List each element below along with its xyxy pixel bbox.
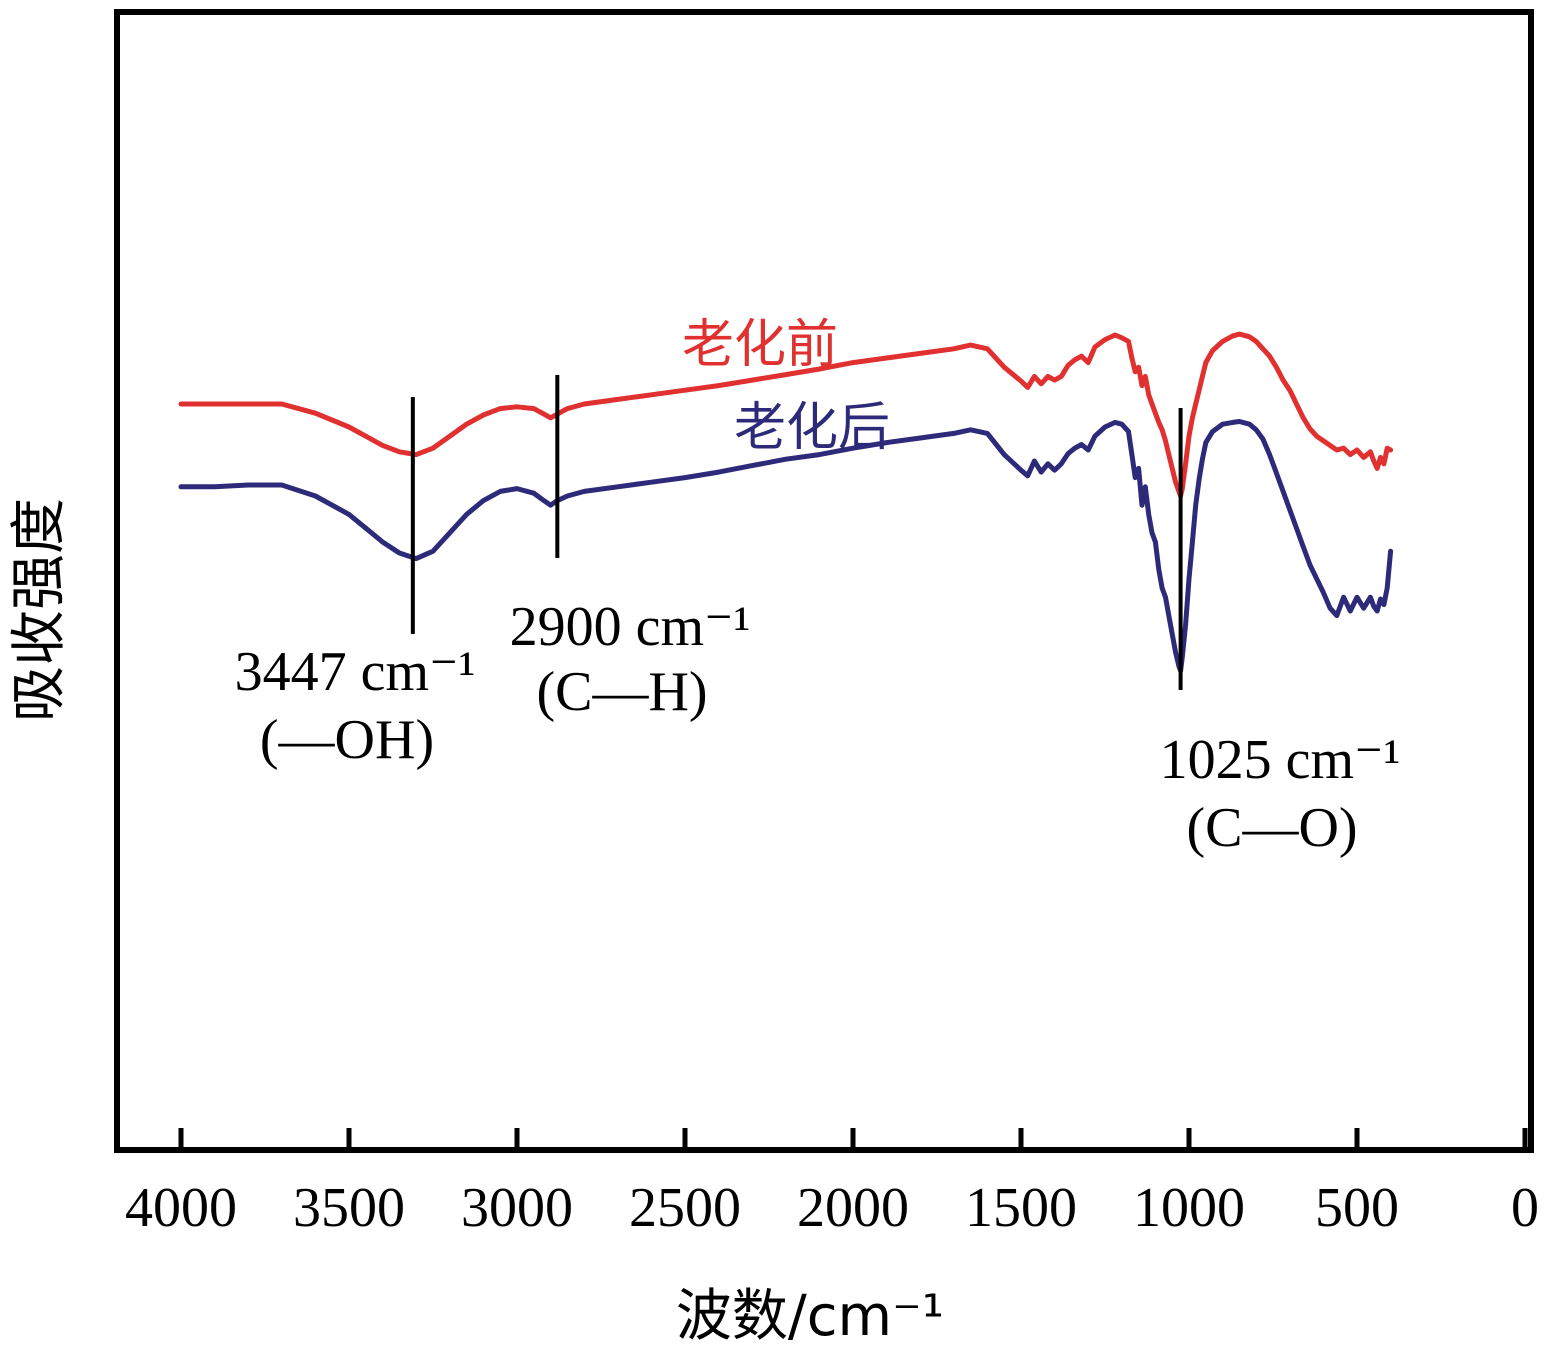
x-tick-label-2000: 2000 <box>797 1177 909 1239</box>
peak-wavenumber-label-1: 2900 cm⁻¹ <box>510 596 751 658</box>
series-label-before-aging: 老化前 <box>682 315 838 375</box>
peak-annotations: 3447 cm⁻¹(—OH) 2900 cm⁻¹(C—H) 1025 cm⁻¹(C—… <box>235 375 1401 859</box>
y-axis-title: 吸收强度 <box>7 498 72 722</box>
peak-wavenumber-label-0: 3447 cm⁻¹ <box>235 641 476 703</box>
x-tick-label-1000: 1000 <box>1133 1177 1245 1239</box>
series-label-after-aging: 老化后 <box>734 398 890 458</box>
x-tick-label-0: 0 <box>1511 1177 1539 1239</box>
peak-group-label-1: (C—H) <box>536 661 707 723</box>
x-tick-labels: 4000 3500 3000 2500 2000 1500 1000 500 0 <box>125 1177 1539 1239</box>
x-tick-label-2500: 2500 <box>629 1177 741 1239</box>
series-line-after-aging <box>178 419 1394 674</box>
x-tick-label-3500: 3500 <box>293 1177 405 1239</box>
series-lines <box>178 331 1394 674</box>
peak-wavenumber-label-2: 1025 cm⁻¹ <box>1160 729 1401 791</box>
x-ticks <box>178 1128 1528 1150</box>
x-tick-label-1500: 1500 <box>965 1177 1077 1239</box>
series-line-before-aging <box>178 331 1394 499</box>
peak-group-label-2: (C—O) <box>1186 797 1357 859</box>
x-tick-label-3000: 3000 <box>461 1177 573 1239</box>
plot-frame <box>114 9 1534 1153</box>
x-tick-label-4000: 4000 <box>125 1177 237 1239</box>
x-axis-title: 波数/cm⁻¹ <box>676 1284 944 1349</box>
peak-group-label-0: (—OH) <box>260 709 434 771</box>
x-tick-label-500: 500 <box>1315 1177 1399 1239</box>
